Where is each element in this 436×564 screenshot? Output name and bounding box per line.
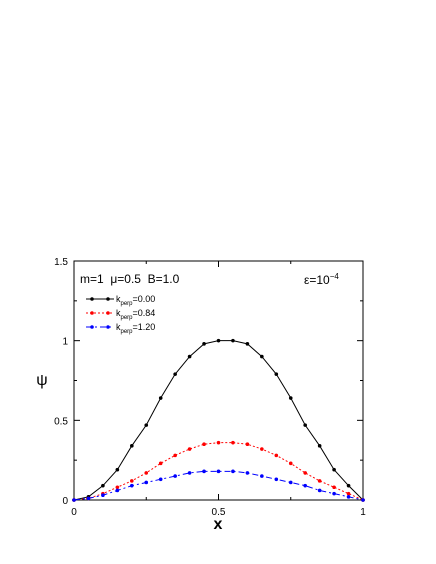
data-point [187, 354, 192, 359]
data-point [130, 444, 134, 448]
data-point [173, 474, 177, 478]
y-axis-label: ψ [36, 372, 47, 389]
data-point [260, 354, 264, 359]
series-2 [72, 469, 365, 502]
data-point [346, 491, 351, 496]
data-point [216, 469, 221, 474]
data-point [303, 483, 308, 488]
data-point [130, 483, 134, 488]
data-point [288, 396, 293, 400]
epsilon-exponent: −4 [330, 272, 340, 281]
legend-marker [106, 325, 110, 329]
epsilon-annotation: ε=10−4 [304, 272, 339, 287]
data-point [332, 491, 336, 496]
x-tick-label: 0.5 [212, 507, 226, 518]
data-point [130, 479, 134, 483]
data-point [173, 453, 177, 458]
data-point [260, 474, 264, 478]
series-0 [72, 338, 365, 502]
data-point [288, 480, 293, 485]
data-point [288, 461, 293, 466]
y-tick-label: 0.5 [54, 416, 68, 427]
data-point [115, 488, 120, 493]
data-point [158, 477, 163, 482]
data-point [187, 471, 192, 475]
x-tick-label: 1 [360, 507, 366, 518]
axes: 0 0.5 1 0 0.5 1 1.5 [54, 257, 366, 518]
data-point [231, 440, 235, 445]
legend-marker [106, 297, 110, 301]
legend-item: kperp=0.84 [86, 308, 155, 321]
data-point [332, 485, 336, 490]
legend-item: kperp=0.00 [86, 294, 155, 307]
data-point [86, 496, 91, 501]
data-point [173, 372, 177, 376]
data-point [202, 442, 206, 447]
data-point [317, 444, 322, 448]
y-tick-label: 1.5 [54, 257, 68, 268]
series-line [73, 340, 364, 501]
data-point [346, 495, 351, 499]
data-point [303, 423, 308, 427]
data-point [303, 471, 308, 475]
data-point [361, 498, 365, 502]
data-point [274, 372, 279, 376]
y-tick-label: 0 [62, 496, 68, 507]
legend-item: kperp=1.20 [86, 322, 155, 335]
legend-marker [90, 325, 94, 329]
data-point [274, 453, 279, 458]
data-point [202, 469, 206, 474]
data-point [144, 423, 149, 427]
data-point [101, 493, 105, 498]
legend-label: kperp=1.20 [116, 322, 155, 335]
data-point [231, 338, 235, 343]
legend-label: kperp=0.84 [116, 308, 155, 321]
data-point [346, 483, 351, 488]
data-point [260, 447, 264, 451]
y-tick-label: 1 [62, 337, 68, 348]
x-tick-label: 0 [71, 507, 77, 518]
data-point [158, 461, 163, 466]
data-point [317, 479, 322, 483]
data-point [216, 338, 221, 343]
data-point [187, 447, 192, 451]
data-point [274, 477, 279, 482]
data-point [245, 442, 250, 447]
legend-label: kperp=0.00 [116, 294, 155, 307]
data-point [144, 471, 149, 475]
data-point [115, 467, 120, 472]
data-point [317, 488, 322, 493]
data-point [245, 471, 250, 475]
data-point [72, 498, 76, 502]
legend-marker [90, 311, 94, 315]
data-point [231, 469, 235, 474]
series-layer [72, 338, 365, 502]
x-axis-label: x [214, 516, 223, 533]
data-point [158, 396, 163, 400]
data-point [332, 467, 336, 472]
data-point [144, 480, 149, 485]
legend-marker [90, 297, 94, 301]
data-point [101, 483, 105, 488]
data-point [245, 342, 250, 346]
legend-marker [106, 311, 110, 315]
series-1 [72, 440, 365, 502]
epsilon-base: ε=10 [304, 273, 330, 287]
data-point [115, 485, 120, 490]
data-point [202, 342, 206, 346]
params-annotation: m=1 μ=0.5 B=1.0 [80, 272, 180, 286]
data-point [216, 440, 221, 445]
